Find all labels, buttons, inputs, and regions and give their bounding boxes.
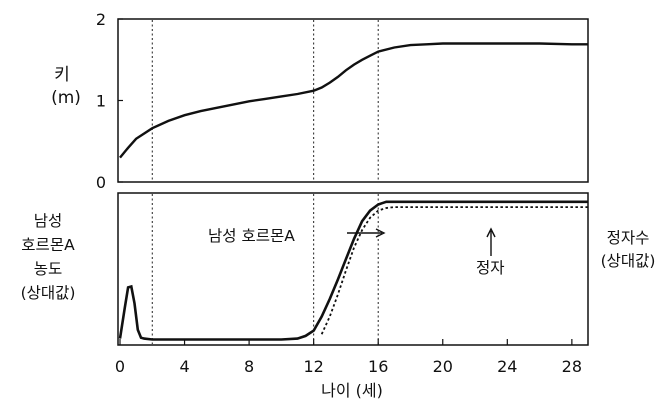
- sperm-series-line: [320, 206, 588, 335]
- sperm-axis-label-line2: (상대값): [601, 252, 656, 270]
- x-tick-label-28: 28: [562, 357, 582, 376]
- y-tick-label-0: 0: [96, 173, 106, 192]
- height-series-line: [119, 42, 588, 159]
- height-y-ticks: 0 1 2: [96, 10, 123, 192]
- hormone-axis-label-line3: 농도: [34, 260, 63, 278]
- bottom-reference-lines: [151, 194, 379, 344]
- y-tick-label-1: 1: [96, 92, 106, 111]
- x-tick-label-24: 24: [497, 357, 517, 376]
- top-reference-lines: [151, 20, 379, 181]
- x-axis-title: 나이 (세): [321, 381, 383, 400]
- age-x-ticks: 0 4 8 12 16 20 24 28: [115, 339, 582, 376]
- height-axis-label-line2: (m): [51, 88, 81, 108]
- x-tick-label-12: 12: [303, 357, 323, 376]
- x-tick-label-16: 16: [368, 357, 388, 376]
- hormone-label-arrowhead: [375, 228, 386, 238]
- sperm-axis-label-line1: 정자수: [607, 229, 650, 247]
- hormone-series-label: 남성 호르몬A: [208, 227, 295, 245]
- hormone-series-line: [118, 200, 588, 341]
- hormone-axis-label-line2: 호르몬A: [21, 236, 75, 254]
- x-tick-label-20: 20: [433, 357, 453, 376]
- hormone-plot-frame: [117, 192, 589, 346]
- hormone-axis-label-line1: 남성: [34, 212, 63, 230]
- height-panel: 0 1 2 키 (m): [51, 10, 589, 192]
- x-tick-label-4: 4: [179, 357, 189, 376]
- x-tick-label-0: 0: [115, 357, 125, 376]
- hormone-axis-label-line4: (상대값): [21, 284, 76, 302]
- sperm-label-arrowhead: [486, 227, 496, 238]
- hormone-panel: 0 4 8 12 16 20 24 28 남성 호르몬A 농도 (상대값) 정자수 (상대값)…: [21, 192, 656, 400]
- height-axis-label-line1: 키: [54, 65, 70, 85]
- x-tick-label-8: 8: [244, 357, 254, 376]
- y-tick-label-2: 2: [96, 10, 106, 29]
- sperm-series-label: 정자: [476, 259, 505, 277]
